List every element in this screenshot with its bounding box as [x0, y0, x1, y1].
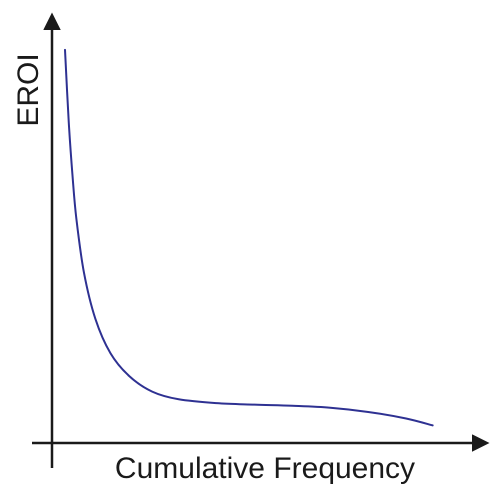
series-line-0: [64, 48, 434, 427]
x-axis-label: Cumulative Frequency: [115, 452, 415, 485]
y-axis-label: EROI: [12, 53, 45, 126]
plot-area: [64, 48, 434, 427]
